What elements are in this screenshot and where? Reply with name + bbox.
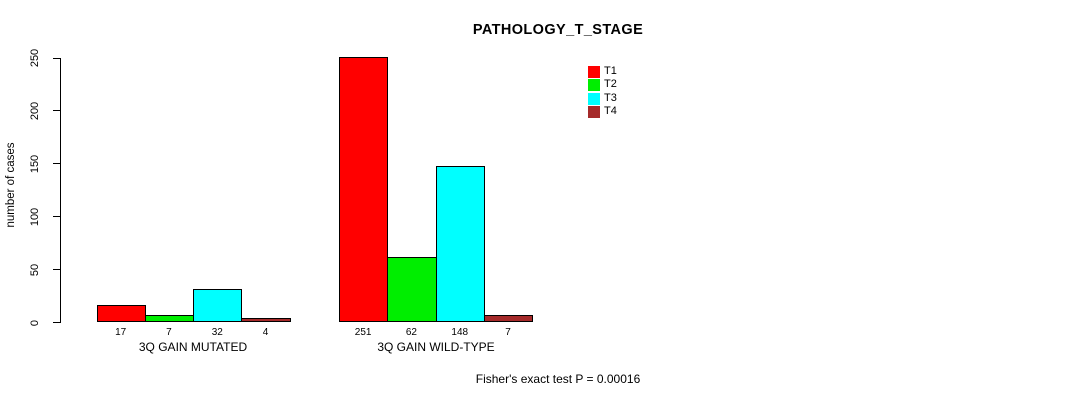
bar-t2-group1: [144, 315, 195, 323]
y-axis-line: [60, 58, 61, 323]
bar-value-label: 148: [451, 327, 469, 338]
bar-t3-group2: [435, 165, 485, 323]
chart-title: PATHOLOGY_T_STAGE: [472, 22, 644, 38]
y-tick: [53, 163, 60, 165]
bar-value-label: 251: [354, 327, 372, 338]
y-tick: [53, 110, 60, 112]
bar-value-label: 17: [115, 327, 127, 338]
x-category-label-mutated: 3Q GAIN MUTATED: [138, 340, 248, 354]
bar-t1-group2: [339, 56, 389, 323]
legend-swatch-t2: [588, 79, 600, 92]
legend-label-t2: T2: [604, 78, 617, 91]
legend-label-t4: T4: [604, 105, 617, 118]
bar-t4-group2: [483, 315, 534, 323]
y-tick-label: 50: [29, 263, 41, 276]
bar-value-label: 7: [505, 327, 511, 338]
bar-value-label: 62: [405, 327, 417, 338]
bar-value-label: 4: [262, 327, 269, 338]
y-tick-label: 250: [29, 48, 41, 68]
fisher-test-annotation: Fisher's exact test P = 0.00016: [475, 372, 641, 386]
bar-value-label: 32: [211, 327, 223, 338]
y-tick-label: 150: [29, 154, 41, 173]
y-tick: [53, 216, 60, 218]
bar-t3-group1: [193, 288, 243, 323]
y-tick-label: 100: [29, 207, 41, 226]
bar-value-label: 7: [166, 327, 172, 338]
bar-t4-group1: [241, 318, 291, 323]
y-tick: [53, 269, 60, 271]
legend-swatch-t4: [588, 106, 600, 119]
x-category-label-wildtype: 3Q GAIN WILD-TYPE: [377, 340, 495, 354]
y-tick-label: 0: [29, 319, 41, 326]
bar-t2-group2: [387, 256, 437, 323]
legend-label-t3: T3: [604, 91, 617, 104]
legend-label-t1: T1: [604, 65, 617, 77]
y-tick-label: 200: [29, 101, 41, 121]
legend-swatch-t1: [588, 66, 600, 78]
legend-swatch-t3: [588, 92, 600, 105]
y-tick: [53, 57, 60, 59]
bar-t1-group1: [96, 304, 146, 323]
y-tick: [53, 322, 60, 323]
